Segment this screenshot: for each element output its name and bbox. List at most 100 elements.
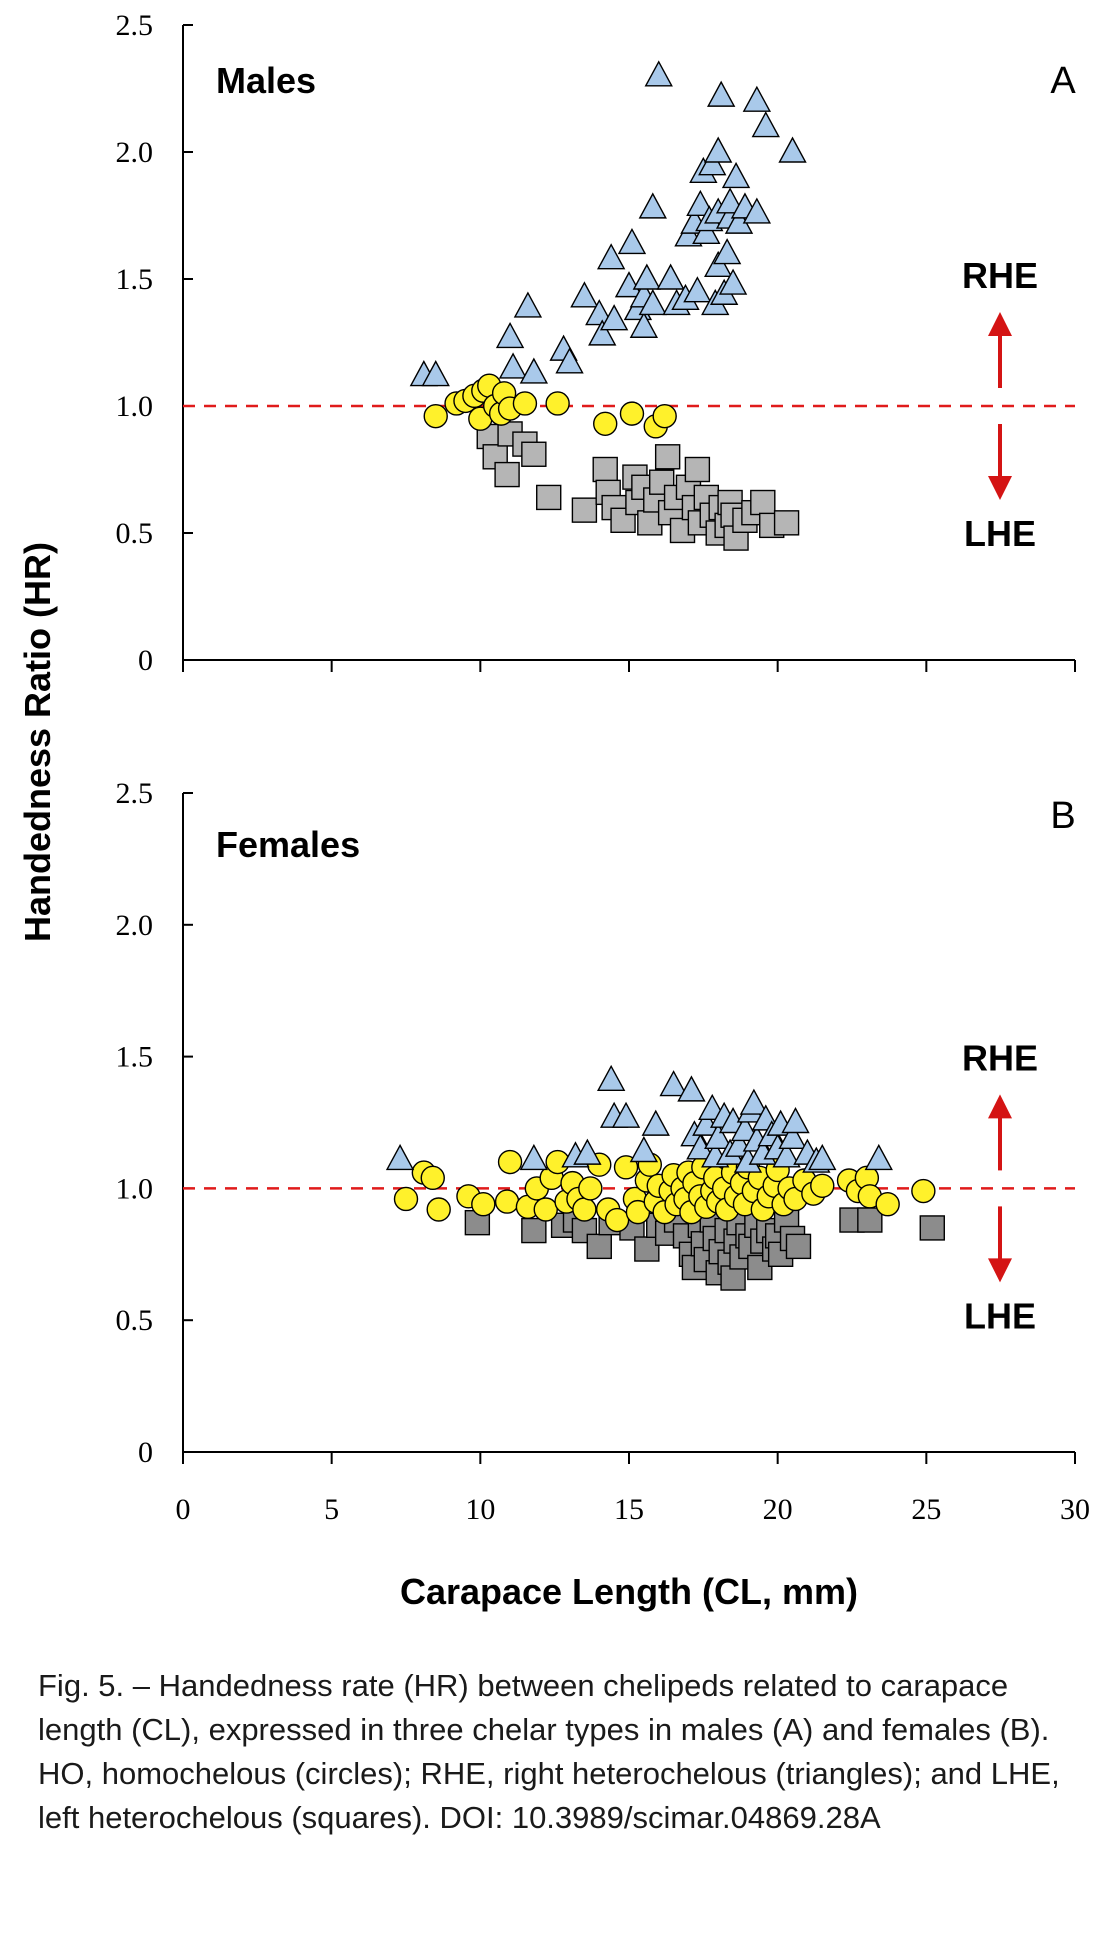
point-triangle [704,136,733,163]
arrow-up-head [988,1094,1012,1119]
panel-b: 0 0.5 1.0 1.5 2.0 2.5 0 5 10 15 20 25 30 Females B RHE L… [116,777,1091,1526]
point-triangle [706,80,736,107]
point-square [586,1233,612,1260]
y-tick-label: 1.5 [116,263,154,296]
point-triangle [641,1109,670,1136]
x-tick-label: 10 [465,1493,495,1526]
point-circle [426,1197,451,1222]
point-triangle [683,276,712,303]
point-circle [911,1178,936,1204]
y-axis-title: Handedness Ratio (HR) [17,542,58,942]
point-circle [875,1192,900,1217]
x-tick-label: 20 [763,1493,793,1526]
point-triangle [519,357,549,384]
point-triangle [808,1143,837,1171]
arrow-down-head [988,476,1012,500]
y-tick-label: 0 [138,1436,153,1469]
x-tick-label: 5 [324,1493,339,1526]
point-triangle [596,243,626,270]
point-triangle [573,1138,602,1165]
point-circle [393,1186,419,1212]
point-circle [652,403,677,429]
figure-caption: Fig. 5. – Handedness rate (HR) between c… [38,1668,1060,1835]
point-triangle [498,352,528,379]
point-triangle [739,1088,769,1115]
point-square [649,469,675,495]
point-triangle [629,311,659,338]
annotation-rhe: RHE [962,1037,1038,1078]
point-triangle [751,111,780,138]
point-triangle [721,161,751,189]
point-triangle [730,1114,760,1142]
point-triangle [742,197,772,224]
point-circle [619,401,645,426]
point-triangle [778,1122,807,1150]
panel-letter: A [1050,60,1076,102]
y-tick-label: 2.5 [116,9,154,42]
point-square [536,484,562,511]
point-triangle [677,1075,706,1102]
point-triangle [864,1143,893,1171]
x-axis-title: Carapace Length (CL, mm) [400,1571,858,1612]
point-triangle [617,227,647,255]
point-circle [471,1192,496,1217]
panel-a: 0 0.5 1.0 1.5 2.0 2.5 Males A RHE LHE [116,9,1077,677]
x-tick-label: 15 [614,1493,644,1526]
point-triangle [644,60,673,87]
point-circle [545,391,570,416]
point-triangle [421,360,450,387]
point-triangle [611,1101,641,1128]
x-tick-label: 25 [911,1493,941,1526]
point-square [654,444,681,470]
y-tick-label: 1.5 [116,1041,154,1074]
point-square [785,1233,812,1260]
point-triangle [712,238,742,265]
point-triangle [599,304,629,331]
y-tick-label: 1.0 [116,1172,154,1205]
point-square [684,456,711,483]
point-triangle [704,1122,733,1150]
point-square [610,507,636,533]
panel-title: Males [216,60,316,101]
arrow-up-head [988,312,1012,336]
arrow-down-head [988,1258,1012,1283]
y-tick-label: 0.5 [116,1304,154,1337]
point-square [919,1215,945,1241]
point-square [571,497,598,523]
point-triangle [495,321,525,349]
x-tick-label: 30 [1060,1493,1090,1526]
point-triangle [588,319,617,346]
point-triangle [513,291,543,318]
figure: 0 0.5 1.0 1.5 2.0 2.5 Males A RHE LHE 0 0.5 1.0 1.5 2.… [17,9,1091,1612]
point-circle [494,1189,520,1214]
point-square [521,1217,547,1244]
y-tick-label: 1.0 [116,390,154,423]
y-tick-label: 2.5 [116,777,154,810]
point-triangle [555,347,584,374]
point-circle [533,1197,558,1222]
panel-title: Females [216,824,360,865]
point-triangle [519,1143,549,1171]
annotation-lhe: LHE [964,1295,1036,1336]
point-triangle [715,187,745,214]
point-circle [420,1165,445,1191]
point-square [750,489,776,516]
point-circle [497,1149,523,1175]
point-triangle [772,1141,801,1168]
x-tick-label: 0 [176,1493,191,1526]
annotation-rhe: RHE [962,255,1038,296]
point-triangle [659,1070,688,1097]
point-circle [593,411,618,436]
point-circle [625,1199,651,1225]
point-square [773,510,800,536]
point-circle [578,1176,603,1201]
panel-letter: B [1050,795,1075,837]
point-triangle [778,136,807,163]
point-square [634,1236,660,1262]
point-square [720,1265,746,1291]
point-triangle [718,268,748,295]
point-triangle [742,85,772,112]
point-square [494,461,520,488]
point-triangle [686,189,715,217]
annotation-lhe: LHE [964,513,1036,554]
